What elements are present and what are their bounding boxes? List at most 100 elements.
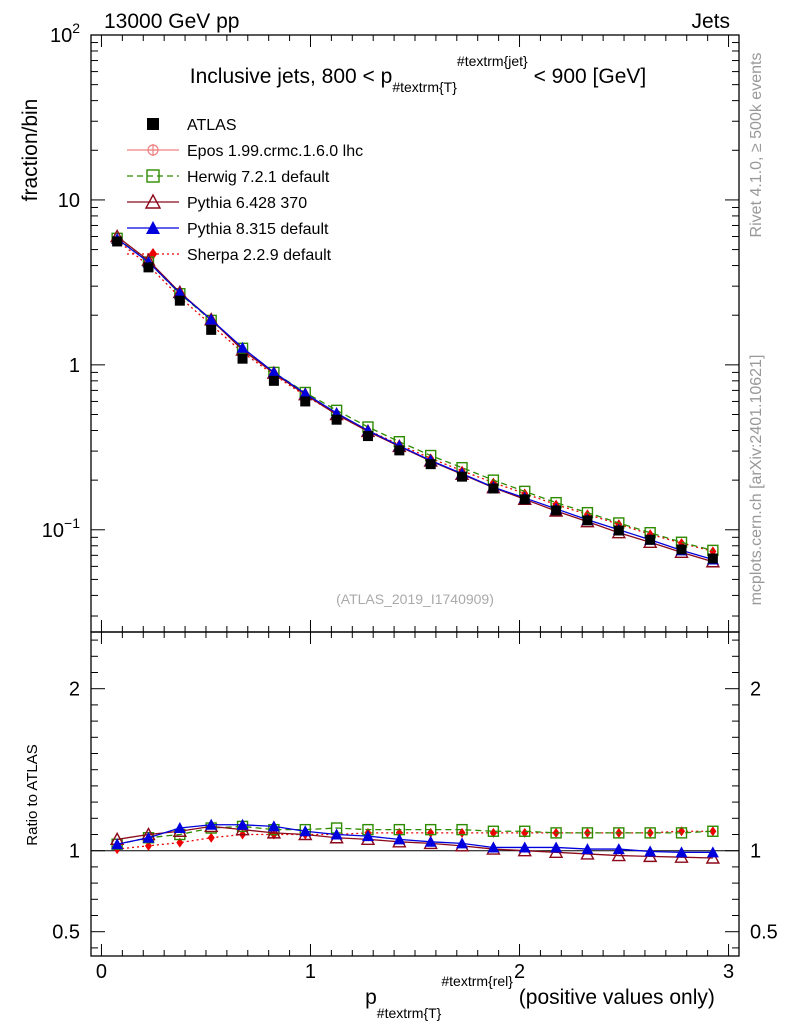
data-point (267, 366, 280, 378)
title-suffix: < 900 [GeV] (528, 65, 647, 88)
y-tick-exp: −1 (64, 515, 80, 531)
xlabel-prefix: p (365, 986, 377, 1009)
data-point (361, 830, 374, 842)
y-tick-label: 10−1 (42, 515, 80, 542)
xlabel-suffix: (positive values only) (513, 986, 715, 1009)
header-left: 13000 GeV pp (104, 10, 239, 33)
data-point (613, 525, 624, 536)
data-point (143, 262, 154, 273)
data-point (709, 826, 717, 837)
data-point (395, 827, 403, 838)
xlabel-sub: #textrm{T} (377, 1005, 442, 1021)
data-point (207, 832, 215, 843)
legend: ATLAS Epos 1.99.crmc.1.6.0 lhc Herwig 7.2.… (127, 117, 363, 264)
data-point (331, 414, 342, 425)
ratio-y-tick-label-right: 0.5 (750, 922, 778, 944)
x-tick-label: 0 (96, 961, 107, 983)
rivet-label: Rivet 4.1.0, ≥ 500k events (748, 53, 765, 238)
main-ylabel: fraction/bin (19, 99, 42, 202)
ratio-y-tick-label-right: 1 (750, 841, 761, 863)
y-tick-base: 10 (50, 25, 72, 47)
ratio-y-tick-label: 0.5 (52, 922, 80, 944)
data-point (707, 825, 719, 837)
legend-item: Pythia 8.315 default (127, 221, 329, 238)
data-point (457, 471, 468, 482)
data-point (330, 828, 343, 840)
data-point (458, 827, 466, 838)
data-point (456, 823, 468, 836)
data-point (676, 544, 687, 555)
data-point (582, 515, 593, 526)
data-point (518, 841, 531, 853)
data-point (612, 843, 625, 855)
data-point (148, 248, 158, 260)
data-point (456, 837, 469, 849)
data-point (678, 826, 686, 837)
data-point (300, 396, 311, 407)
y-tick-label: 1 (69, 355, 80, 377)
series-line (116, 239, 714, 552)
data-point (644, 827, 656, 839)
data-point (488, 483, 499, 494)
data-point (299, 387, 312, 399)
legend-label: Sherpa 2.2.9 default (187, 247, 332, 264)
data-point (487, 825, 500, 837)
data-point (611, 848, 626, 862)
data-point (206, 324, 217, 335)
data-point (424, 823, 437, 836)
data-point (581, 827, 594, 839)
data-point (394, 445, 405, 456)
x-tick-label: 1 (305, 961, 316, 983)
data-point (551, 505, 562, 516)
data-point (425, 459, 436, 470)
data-point (613, 827, 625, 839)
data-point (112, 236, 123, 247)
ratio-y-tick-label: 2 (69, 679, 80, 701)
ratio-y-tick-label-right: 2 (750, 679, 761, 701)
y-tick-base: 10 (42, 520, 64, 542)
data-point (550, 841, 563, 853)
ratio-y-tick-label: 1 (69, 841, 80, 863)
x-tick-label: 3 (723, 961, 734, 983)
data-point (645, 534, 656, 545)
data-point (362, 431, 373, 442)
data-point (174, 295, 185, 306)
series-line (116, 237, 714, 552)
series-curves (109, 229, 721, 568)
legend-item: Pythia 6.428 370 (127, 193, 307, 212)
legend-label: Epos 1.99.crmc.1.6.0 lhc (187, 143, 363, 160)
data-point (393, 833, 406, 845)
data-point (111, 838, 124, 850)
data-point (487, 841, 500, 853)
data-point (705, 850, 721, 864)
data-point (205, 818, 218, 830)
header-right: Jets (691, 10, 730, 33)
title-prefix: Inclusive jets, 800 < p (190, 65, 393, 88)
data-point (236, 341, 249, 353)
data-point (519, 494, 530, 505)
data-point (266, 825, 282, 839)
data-point (550, 827, 562, 839)
x-axis-label: p#textrm{T} #textrm{rel} (positive values… (365, 973, 715, 1021)
data-point (173, 822, 186, 834)
data-point (675, 846, 688, 858)
legend-item: Sherpa 2.2.9 default (127, 247, 332, 264)
legend-item: Herwig 7.2.1 default (127, 169, 330, 186)
ratio-panel-frame (90, 631, 740, 957)
data-point (146, 221, 160, 234)
axis-ticks (91, 35, 739, 956)
data-point (424, 835, 437, 847)
data-point (299, 825, 312, 837)
x-tick-label: 2 (514, 961, 525, 983)
y-tick-label: 102 (50, 20, 80, 47)
data-point (205, 313, 218, 325)
ratio-ylabel: Ratio to ATLAS (24, 744, 41, 845)
analysis-label: (ATLAS_2019_I1740909) (336, 591, 494, 607)
data-point (707, 553, 718, 564)
ratio-line (117, 825, 713, 859)
data-point (142, 831, 155, 843)
ratio-line (117, 830, 713, 850)
xlabel-sup: #textrm{rel} (441, 973, 513, 989)
